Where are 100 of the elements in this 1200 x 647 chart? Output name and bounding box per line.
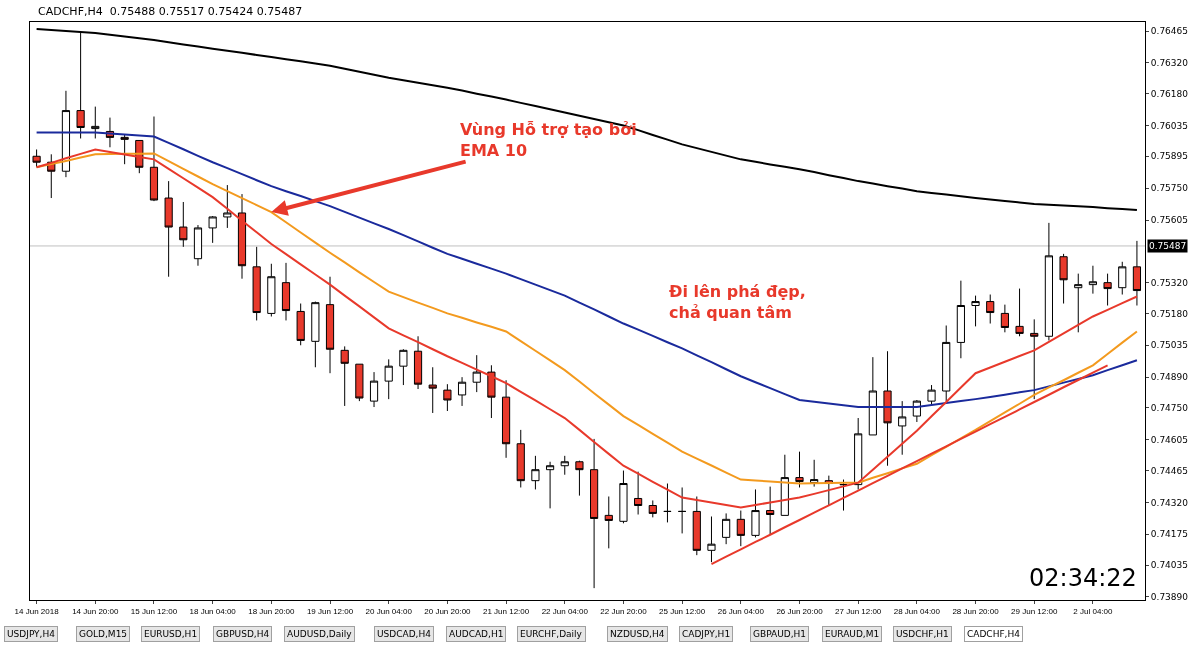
y-tick-label: 0.74175 xyxy=(1150,529,1189,540)
y-tick-label: 0.75895 xyxy=(1150,151,1189,162)
text: AUDCAD,H1 xyxy=(449,629,504,639)
candlestick xyxy=(325,276,335,374)
x-tick-label: 14 Jun 2018 xyxy=(14,606,60,616)
x-tick-label: 18 Jun 04:00 xyxy=(189,606,237,616)
x-tick-label: 29 Jun 12:00 xyxy=(1011,606,1058,616)
candlestick xyxy=(369,371,379,408)
x-tick-label: 18 Jun 20:00 xyxy=(248,606,296,616)
candlestick xyxy=(604,495,613,549)
ref-line-label: 0.75487 xyxy=(1149,241,1187,251)
x-tick-label: 22 Jun 20:00 xyxy=(600,606,648,616)
candlestick xyxy=(545,461,555,509)
candlestick xyxy=(942,325,951,402)
x-tick-label: 2 Jul 04:00 xyxy=(1073,606,1114,616)
annotation: Vùng Hỗ trợ tạo bởi EMA 10 xyxy=(460,120,637,160)
y-tick-label: 0.76035 xyxy=(1150,120,1189,131)
candlestick xyxy=(971,295,980,327)
x-tick-label: 15 Jun 12:00 xyxy=(130,606,178,616)
candlestick xyxy=(311,301,320,368)
candlestick xyxy=(531,455,540,490)
candlestick xyxy=(61,90,71,178)
candlestick xyxy=(751,488,760,538)
candlestick xyxy=(678,486,687,534)
candlestick xyxy=(722,512,731,545)
y-tick-label: 0.74320 xyxy=(1150,497,1189,508)
x-tick-label: 21 Jun 12:00 xyxy=(482,606,530,616)
x-tick-label: 26 Jun 04:00 xyxy=(717,606,765,616)
candlestick xyxy=(854,417,863,490)
candlestick xyxy=(1088,265,1098,295)
candlestick xyxy=(575,460,584,497)
candlestick xyxy=(443,383,452,412)
candlestick xyxy=(501,379,511,459)
candlestick xyxy=(648,499,657,518)
line-series xyxy=(35,28,1138,212)
text: GBPAUD,H1 xyxy=(753,629,807,639)
chart-title: CADCHF,H4 0.75488 0.75517 0.75424 0.75487 xyxy=(38,4,303,18)
x-tick-label: 25 Jun 12:00 xyxy=(659,606,706,616)
candlestick xyxy=(839,479,848,512)
text: EURAUD,M1 xyxy=(825,629,880,639)
y-tick-label: 0.74465 xyxy=(1150,465,1189,476)
text: EURCHF,Daily xyxy=(520,629,583,639)
candlestick xyxy=(252,246,261,321)
y-tick-label: 0.73890 xyxy=(1150,592,1189,603)
text: EURUSD,H1 xyxy=(144,629,198,639)
candlestick xyxy=(384,358,393,400)
candlestick xyxy=(472,354,481,393)
candlestick xyxy=(193,224,203,267)
candlestick xyxy=(91,106,100,139)
y-tick-label: 0.74605 xyxy=(1150,434,1189,445)
text: USDCHF,H1 xyxy=(896,629,949,639)
y-tick-label: 0.75035 xyxy=(1150,340,1189,351)
y-tick-label: 0.75750 xyxy=(1150,183,1189,194)
x-tick-label: 20 Jun 20:00 xyxy=(424,606,472,616)
candlestick xyxy=(868,356,877,436)
candlestick xyxy=(413,335,423,390)
x-tick-label: 22 Jun 04:00 xyxy=(541,606,589,616)
candlestick xyxy=(898,400,907,456)
x-tick-label: 14 Jun 20:00 xyxy=(72,606,119,616)
candlestick xyxy=(296,303,305,346)
candlestick xyxy=(487,364,496,419)
x-tick-label: 20 Jun 04:00 xyxy=(365,606,413,616)
candlestick xyxy=(795,451,804,488)
text: AUDUSD,Daily xyxy=(287,629,353,639)
y-tick-label: 0.76180 xyxy=(1150,88,1189,99)
x-tick-label: 28 Jun 04:00 xyxy=(893,606,941,616)
candlestick xyxy=(208,215,217,244)
text: USDJPY,H4 xyxy=(7,629,56,639)
candlestick xyxy=(1118,261,1127,296)
line-series xyxy=(710,364,1109,566)
candlestick xyxy=(1015,288,1024,337)
y-tick-label: 0.76320 xyxy=(1150,58,1189,69)
candlestick xyxy=(267,263,276,317)
candlestick xyxy=(560,455,569,476)
x-tick-label: 19 Jun 12:00 xyxy=(306,606,354,616)
candlestick xyxy=(780,454,789,516)
y-tick-label: 0.75180 xyxy=(1150,308,1189,319)
x-tick-label: 27 Jun 12:00 xyxy=(835,606,882,616)
annotation: Đi lên phá đẹp, chả quan tâm xyxy=(669,282,806,322)
candlestick xyxy=(1030,318,1039,400)
candlestick xyxy=(1000,304,1009,333)
candlestick xyxy=(619,470,628,524)
candlestick xyxy=(457,376,467,407)
candlestick xyxy=(179,201,188,248)
candlestick xyxy=(927,384,936,406)
x-tick-label: 26 Jun 20:00 xyxy=(776,606,824,616)
candlestick xyxy=(355,363,364,402)
candlestick xyxy=(1044,222,1053,341)
candlestick xyxy=(736,510,745,547)
candlestick xyxy=(1103,273,1112,307)
y-tick-label: 0.75605 xyxy=(1150,215,1189,226)
candlestick xyxy=(956,280,965,359)
text: GOLD,M15 xyxy=(79,629,128,639)
text: NZDUSD,H4 xyxy=(610,629,665,639)
candlestick xyxy=(76,32,85,139)
candlestick xyxy=(281,262,291,321)
candlestick xyxy=(47,153,56,199)
candlestick xyxy=(164,180,173,278)
candlestick xyxy=(223,184,232,229)
y-tick-label: 0.74890 xyxy=(1150,372,1189,383)
